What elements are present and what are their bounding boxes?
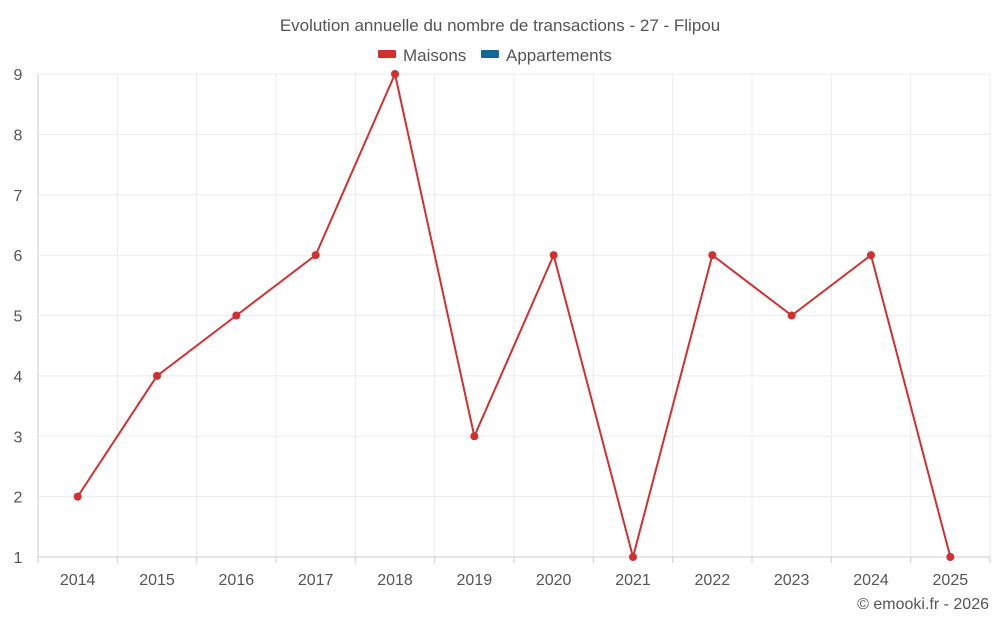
legend-item-appartements[interactable]: Appartements (481, 46, 612, 65)
legend-label-maisons: Maisons (403, 46, 466, 65)
series-line-maisons (76, 73, 952, 558)
x-tick-label-2015: 2015 (139, 572, 175, 589)
legend: Maisons Appartements (378, 46, 612, 65)
y-axis: 1 2 3 4 5 6 7 8 9 (14, 67, 39, 567)
data-point-maisons-2018[interactable] (391, 70, 399, 78)
x-axis: 2014 2015 2016 2017 2018 2019 2020 2021 2022 2023… (37, 556, 991, 589)
legend-label-appartements: Appartements (506, 46, 612, 65)
y-tick-label-3: 3 (14, 429, 23, 446)
x-tick-label-2021: 2021 (615, 572, 651, 589)
data-point-maisons-2024[interactable] (867, 251, 875, 260)
data-point-maisons-2025[interactable] (946, 553, 955, 561)
data-point-maisons-2022[interactable] (708, 251, 717, 260)
grid (37, 73, 991, 557)
data-point-maisons-2023[interactable] (787, 311, 796, 320)
y-tick-label-6: 6 (14, 248, 23, 265)
x-tick-label-2018: 2018 (377, 572, 413, 589)
legend-swatch-appartements (481, 50, 499, 58)
y-tick-label-5: 5 (14, 309, 23, 326)
chart-title: Evolution annuelle du nombre de transact… (280, 16, 720, 35)
y-tick-label-9: 9 (14, 67, 23, 84)
x-tick-label-2020: 2020 (536, 572, 572, 589)
data-point-maisons-2014[interactable] (73, 492, 82, 501)
x-tick-label-2017: 2017 (298, 572, 334, 589)
y-tick-label-1: 1 (14, 550, 23, 567)
legend-swatch-maisons (378, 50, 396, 58)
data-point-maisons-2021[interactable] (629, 553, 637, 561)
data-point-maisons-2016[interactable] (232, 311, 241, 320)
y-tick-label-8: 8 (14, 127, 23, 144)
y-tick-label-4: 4 (14, 369, 23, 386)
x-tick-label-2014: 2014 (60, 572, 96, 589)
legend-item-maisons[interactable]: Maisons (378, 46, 466, 65)
x-tick-label-2016: 2016 (219, 572, 255, 589)
data-point-maisons-2019[interactable] (470, 432, 479, 441)
data-point-maisons-2017[interactable] (311, 251, 320, 260)
x-tick-label-2024: 2024 (853, 572, 889, 589)
x-tick-label-2019: 2019 (457, 572, 493, 589)
credit-text: © emooki.fr - 2026 (857, 596, 989, 613)
x-tick-label-2022: 2022 (695, 572, 731, 589)
series-layer (73, 70, 955, 561)
y-tick-label-7: 7 (14, 188, 23, 205)
x-tick-label-2025: 2025 (933, 572, 969, 589)
y-tick-label-2: 2 (14, 490, 23, 507)
data-point-maisons-2015[interactable] (153, 371, 161, 380)
x-tick-label-2023: 2023 (774, 572, 810, 589)
data-point-maisons-2020[interactable] (549, 251, 558, 260)
